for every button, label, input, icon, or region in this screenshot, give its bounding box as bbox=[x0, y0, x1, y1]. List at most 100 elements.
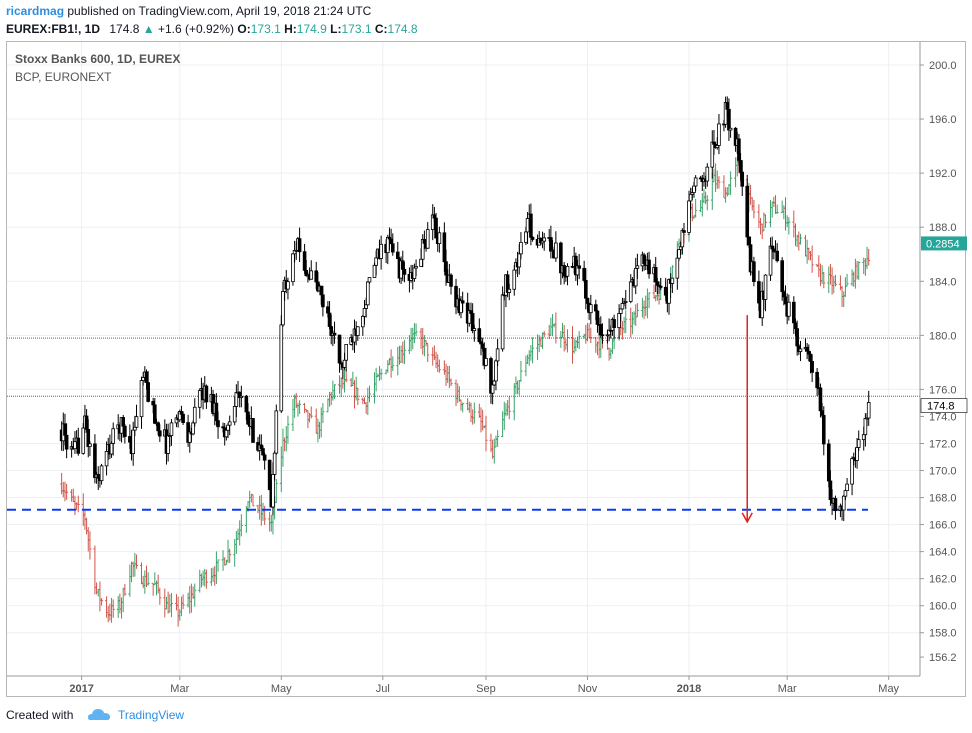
bcp-bar bbox=[865, 246, 869, 269]
time-tick-label: May bbox=[878, 683, 899, 695]
stoxx-candle bbox=[768, 237, 773, 281]
candle-body bbox=[326, 306, 330, 314]
candle-body bbox=[366, 281, 370, 306]
candle-body bbox=[104, 451, 109, 467]
bcp-bar bbox=[797, 231, 801, 251]
stoxx-candle bbox=[745, 174, 750, 246]
bcp-bar bbox=[542, 330, 546, 338]
bcp-bar bbox=[585, 323, 589, 342]
bcp-bar bbox=[386, 360, 390, 373]
high-value: 174.9 bbox=[296, 22, 327, 36]
bcp-bar bbox=[106, 606, 110, 623]
candle-body bbox=[460, 300, 465, 304]
bcp-bar bbox=[236, 528, 240, 540]
candle-body bbox=[492, 380, 497, 386]
bcp-bar bbox=[326, 398, 330, 413]
candle-body bbox=[512, 269, 517, 290]
bcp-bar bbox=[729, 171, 733, 196]
bcp-price-box bbox=[921, 236, 967, 251]
candle-body bbox=[444, 261, 448, 276]
bcp-bar bbox=[477, 403, 481, 418]
bcp-bar bbox=[176, 596, 180, 627]
bcp-bar bbox=[65, 483, 69, 500]
stoxx-candle bbox=[402, 262, 407, 283]
bcp-bar bbox=[757, 204, 761, 229]
stoxx-candle bbox=[395, 241, 400, 260]
price-tick-label: 162.0 bbox=[929, 574, 957, 586]
candle-body bbox=[480, 343, 485, 349]
candle-body bbox=[337, 334, 342, 364]
bcp-bar bbox=[502, 401, 506, 430]
bcp-bar bbox=[750, 197, 754, 211]
stoxx-candle bbox=[88, 441, 92, 456]
stoxx-candle bbox=[667, 278, 671, 315]
candle-body bbox=[166, 435, 170, 454]
horizontal-lines bbox=[7, 337, 920, 511]
bcp-bar bbox=[524, 355, 528, 377]
change-value: +1.6 (+0.92%) bbox=[157, 22, 235, 36]
candle-body bbox=[356, 326, 360, 336]
candle-body bbox=[364, 304, 368, 309]
bcp-bar bbox=[333, 384, 337, 399]
candle-body bbox=[815, 371, 819, 389]
chart-frame bbox=[6, 41, 966, 697]
candle-body bbox=[76, 437, 81, 454]
stoxx-candle bbox=[309, 260, 314, 280]
candle-body bbox=[524, 231, 528, 243]
candle-body bbox=[88, 443, 92, 447]
stoxx-candle bbox=[682, 222, 686, 234]
stoxx-candle bbox=[484, 347, 488, 367]
stoxx-candle bbox=[752, 256, 756, 287]
candle-body bbox=[738, 160, 743, 173]
bcp-bar bbox=[572, 338, 576, 354]
candle-body bbox=[775, 250, 779, 262]
stoxx-candle bbox=[693, 175, 698, 192]
bcp-bar bbox=[717, 176, 721, 189]
bcp-bar bbox=[456, 383, 460, 404]
bcp-bar bbox=[554, 312, 558, 344]
candle-body bbox=[81, 427, 86, 454]
candle-body bbox=[678, 246, 683, 250]
stoxx-candle bbox=[367, 277, 372, 284]
bcp-bar bbox=[234, 530, 238, 554]
candle-body bbox=[472, 328, 477, 332]
candle-body bbox=[633, 267, 638, 287]
stoxx-candle bbox=[728, 127, 733, 138]
candle-body bbox=[856, 439, 861, 448]
bcp-bar bbox=[283, 437, 287, 452]
bcp-bar bbox=[647, 292, 651, 309]
stoxx-candle bbox=[389, 228, 393, 245]
stoxx-candle bbox=[332, 321, 337, 344]
bcp-bar bbox=[710, 173, 714, 210]
tradingview-brand-link[interactable]: TradingView bbox=[118, 708, 185, 722]
candle-body bbox=[434, 217, 438, 239]
candle-body bbox=[677, 249, 681, 259]
candle-body bbox=[529, 213, 533, 238]
stoxx-candle bbox=[76, 427, 81, 456]
candle-body bbox=[372, 264, 377, 278]
candle-body bbox=[272, 452, 277, 475]
candle-body bbox=[584, 280, 588, 299]
bcp-bar bbox=[494, 435, 498, 448]
bcp-bar bbox=[401, 341, 405, 364]
bcp-bar bbox=[808, 251, 812, 261]
candle-body bbox=[259, 444, 264, 449]
candle-body bbox=[477, 328, 482, 343]
bcp-bar bbox=[329, 391, 333, 406]
bcp-bar bbox=[818, 263, 822, 287]
bcp-bar bbox=[559, 331, 563, 348]
bcp-bar bbox=[437, 359, 441, 373]
price-tick-label: 158.0 bbox=[929, 628, 957, 640]
candle-body bbox=[507, 288, 512, 293]
candle-body bbox=[585, 297, 590, 304]
bcp-bar bbox=[780, 200, 784, 214]
candle-body bbox=[395, 251, 400, 259]
bcp-series bbox=[60, 157, 871, 627]
bcp-bar bbox=[469, 402, 473, 423]
author-link[interactable]: ricardmag bbox=[6, 4, 65, 18]
stoxx-candle bbox=[595, 309, 600, 333]
bcp-bar bbox=[457, 386, 461, 402]
bcp-bar bbox=[609, 348, 613, 359]
stoxx-candle bbox=[64, 423, 69, 459]
